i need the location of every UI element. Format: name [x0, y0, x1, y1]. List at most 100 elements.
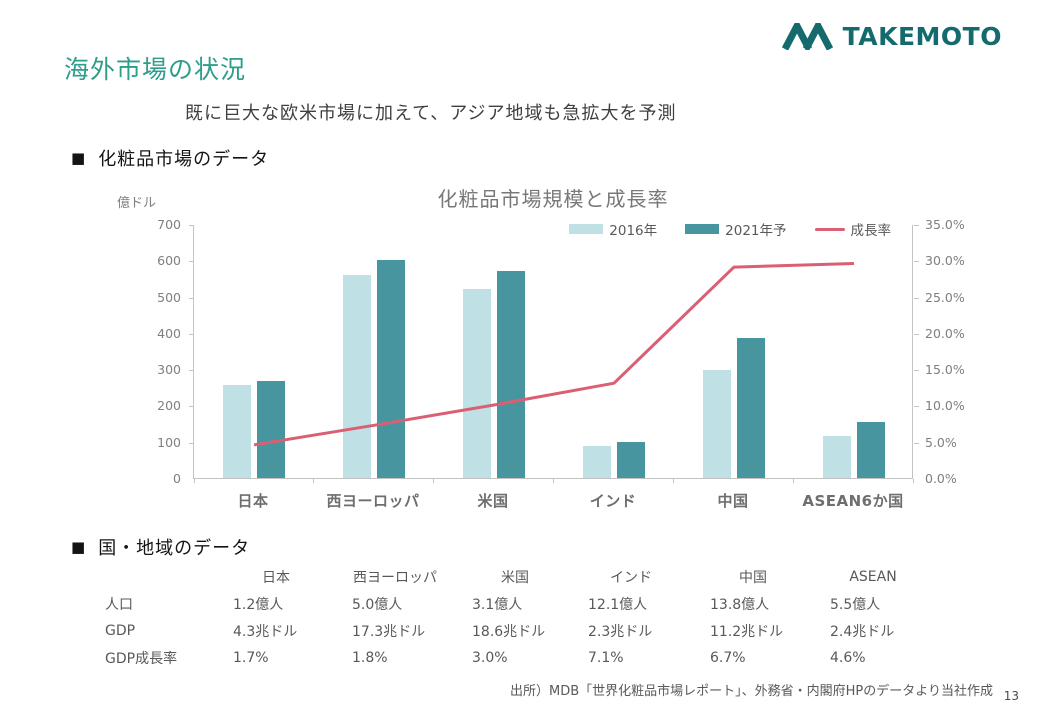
table-cell: 13.8億人 — [710, 596, 770, 613]
table-cell: 18.6兆ドル — [472, 623, 546, 640]
left-axis-tick-mark — [189, 225, 194, 226]
right-axis-tick-label: 10.0% — [925, 398, 965, 414]
section-header-countries: ■ 国・地域のデータ — [71, 534, 250, 560]
left-axis-tick-mark — [189, 406, 194, 408]
table-header-cellwrap: インド — [588, 567, 710, 587]
table-cell: 1.2億人 — [233, 596, 284, 613]
table-cell: 2.4兆ドル — [830, 623, 895, 640]
table-cell: 1.8% — [352, 649, 388, 666]
bar-2016年 — [823, 435, 851, 478]
legend-item-成長率: 成長率 — [814, 219, 892, 239]
right-axis-tick-mark — [914, 297, 919, 299]
cosmetics-market-chart: 化粧品市場規模と成長率 億ドル 2016年 2021年予 成長率 700 600 500… — [115, 183, 1035, 523]
category-label: 米国 — [477, 492, 509, 510]
table-header-cell: 中国 — [739, 569, 767, 586]
bar-2021年予 — [377, 260, 405, 478]
x-axis-tick-mark — [553, 479, 554, 483]
table-cell: 12.1億人 — [588, 596, 648, 613]
x-axis-tick-mark — [433, 479, 434, 483]
bar-2021年予 — [617, 441, 645, 478]
left-axis-tick-mark — [189, 333, 194, 335]
country-data-table: 日本 西ヨーロッパ 米国 インド 中国 ASEAN 人口 1.2億人 5.0億人 3.1億人 12.… — [105, 563, 950, 671]
section-header-cosmetics: ■ 化粧品市場のデータ — [71, 145, 269, 171]
right-axis-tick-mark — [914, 225, 919, 226]
bar-2016年 — [703, 370, 731, 478]
legend-label: 成長率 — [850, 223, 892, 239]
category-label: インド — [589, 492, 637, 510]
table-header-cellwrap: ASEAN — [830, 569, 940, 585]
table-header-cellwrap: 米国 — [472, 567, 588, 587]
left-axis-tick-label: 700 — [157, 217, 181, 232]
table-row-label: GDP成長率 — [105, 650, 178, 667]
table-cell: 7.1% — [588, 649, 624, 666]
left-axis-tick-label: 100 — [157, 434, 181, 450]
right-axis-tick-label: 5.0% — [925, 434, 957, 450]
page-title: 海外市場の状況 — [64, 55, 247, 84]
table-row: GDP成長率 1.7% 1.8% 3.0% 7.1% 6.7% 4.6% — [105, 644, 950, 671]
legend-label: 2021年予 — [725, 223, 787, 239]
table-cell: 1.7% — [233, 649, 269, 666]
bar-2016年 — [583, 446, 611, 478]
growth-rate-line-layer — [253, 262, 855, 447]
table-cell: 6.7% — [710, 649, 746, 666]
logo-text: TAKEMOTO — [842, 22, 1002, 51]
company-logo: TAKEMOTO — [781, 22, 1002, 51]
table-cell: 3.1億人 — [472, 596, 523, 613]
bar-2016年 — [223, 385, 251, 478]
left-axis-tick-label: 300 — [157, 362, 181, 378]
bar-2021年予 — [257, 380, 285, 478]
page-subtitle: 既に巨大な欧米市場に加えて、アジア地域も急拡大を予測 — [185, 103, 677, 124]
table-cell: 4.6% — [830, 649, 866, 666]
section-label: 化粧品市場のデータ — [98, 149, 270, 170]
table-header-cellwrap: 中国 — [710, 567, 830, 587]
legend-item-2016年: 2016年 — [569, 219, 657, 239]
chart-plot-area — [189, 225, 919, 483]
left-axis-tick-mark — [189, 297, 194, 299]
table-header-cell: 日本 — [262, 569, 290, 586]
bar-2021年予 — [497, 271, 525, 478]
table-cell: 17.3兆ドル — [352, 623, 426, 640]
table-header-cell: インド — [610, 569, 652, 586]
category-axis-labels: 日本 西ヨーロッパ 米国 インド 中国 ASEAN6か国 — [193, 490, 913, 511]
mountain-logo-icon — [781, 23, 836, 50]
table-header-cell: 西ヨーロッパ — [353, 569, 437, 586]
left-axis-tick-mark — [189, 442, 194, 444]
right-axis-tick-mark — [914, 406, 919, 408]
right-axis-tick-label: 0.0% — [925, 471, 957, 486]
right-axis-tick-label: 35.0% — [925, 217, 965, 232]
right-axis-tick-mark — [914, 261, 919, 263]
category-label: 西ヨーロッパ — [326, 492, 420, 510]
square-bullet-icon: ■ — [71, 149, 87, 167]
right-axis-tick-label: 20.0% — [925, 325, 965, 341]
x-axis-tick-mark — [313, 479, 314, 483]
left-axis-tick-mark — [189, 370, 194, 372]
left-axis-tick-label: 600 — [157, 253, 181, 269]
category-label: ASEAN6か国 — [802, 492, 904, 510]
bar-2021年予 — [857, 421, 885, 478]
table-header-cell: ASEAN — [849, 568, 897, 585]
bar-2016年 — [343, 274, 371, 478]
right-axis-tick-label: 30.0% — [925, 253, 965, 269]
legend-line-swatch — [814, 227, 845, 231]
right-axis-tick-label: 25.0% — [925, 289, 965, 305]
table-row: 人口 1.2億人 5.0億人 3.1億人 12.1億人 13.8億人 5.5億人 — [105, 590, 950, 617]
legend-bar-swatch — [569, 224, 604, 234]
growth-rate-line — [253, 262, 855, 447]
category-label: 中国 — [717, 492, 749, 510]
left-axis-tick-label: 200 — [157, 398, 181, 414]
x-axis-tick-mark — [673, 479, 674, 483]
table-cell: 2.3兆ドル — [588, 623, 653, 640]
left-axis-tick-label: 500 — [157, 289, 181, 305]
legend-item-2021年予: 2021年予 — [685, 219, 787, 239]
square-bullet-icon: ■ — [71, 538, 87, 556]
left-axis-tick-mark — [189, 261, 194, 263]
right-axis-tick-label: 15.0% — [925, 362, 965, 378]
x-axis-tick-mark — [194, 479, 195, 483]
x-axis-tick-mark — [793, 479, 794, 483]
source-note: 出所）MDB「世界化粧品市場レポート」、外務省・内閣府HPのデータより当社作成 — [509, 684, 993, 699]
left-axis-unit-label: 億ドル — [117, 196, 157, 211]
right-axis-tick-mark — [914, 442, 919, 444]
category-label: 日本 — [237, 492, 269, 510]
table-cell: 11.2兆ドル — [710, 623, 784, 640]
